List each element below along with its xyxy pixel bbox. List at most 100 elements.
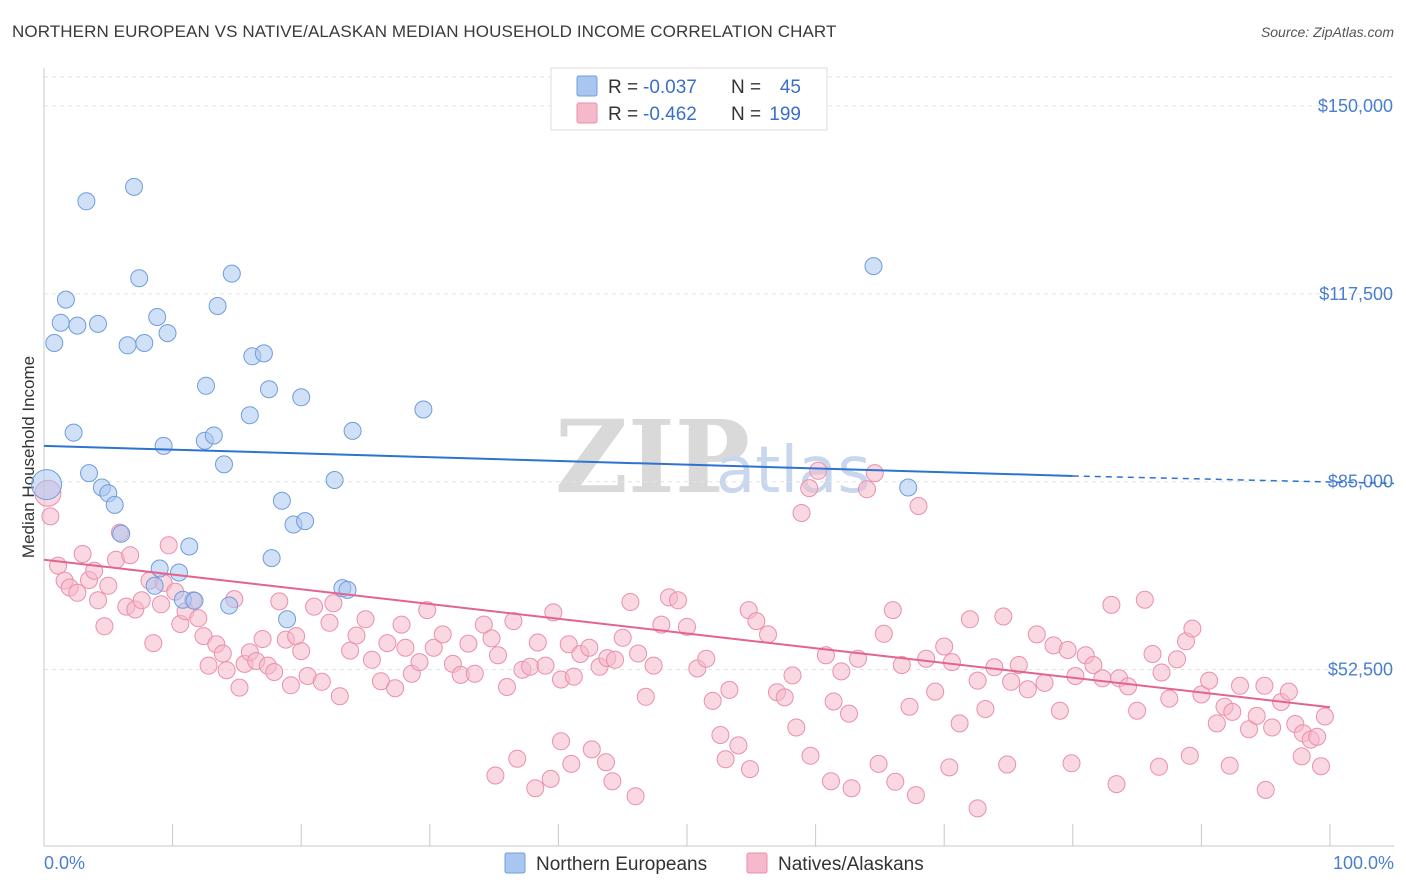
natives-alaskans-point-56 (371, 672, 390, 691)
natives-alaskans-point-149 (1128, 701, 1147, 720)
natives-alaskans-point-130 (968, 671, 987, 690)
northern-europeans-point-4 (64, 423, 83, 442)
natives-alaskans-point-148 (1119, 677, 1138, 696)
natives-alaskans-point-43 (281, 676, 300, 695)
natives-alaskans-point-60 (396, 638, 415, 657)
natives-alaskans-point-90 (629, 644, 648, 663)
legend-n-value-1: 45 (780, 77, 801, 98)
northern-europeans-point-15 (130, 269, 149, 288)
natives-alaskans-point-20 (152, 595, 170, 614)
northern-europeans-point-38 (272, 491, 291, 510)
legend-r-label-2: R = (608, 104, 638, 125)
legend-n-label-2: N = (731, 104, 761, 125)
natives-alaskans-point-161 (1223, 702, 1242, 721)
natives-alaskans-point-47 (305, 597, 324, 616)
natives-alaskans-point-93 (652, 615, 671, 634)
natives-alaskans-point-49 (320, 613, 339, 632)
northern-europeans-point-17 (145, 576, 164, 595)
northern-europeans-point-12 (112, 524, 131, 543)
natives-alaskans-point-131 (976, 700, 995, 718)
natives-alaskans-point-38 (253, 630, 272, 648)
natives-alaskans-point-40 (265, 663, 284, 681)
natives-alaskans-point-181 (886, 772, 905, 791)
natives-alaskans-point-87 (606, 650, 624, 669)
natives-alaskans-point-76 (521, 657, 540, 676)
natives-alaskans-point-162 (1231, 676, 1249, 695)
natives-alaskans-point-34 (230, 678, 249, 697)
natives-alaskans-point-22 (159, 536, 178, 555)
trend-line-northern-europeans (43, 444, 1073, 477)
natives-alaskans-point-27 (189, 609, 208, 628)
natives-alaskans-point-128 (950, 714, 969, 733)
northern-europeans-point-8 (89, 314, 107, 333)
natives-alaskans-point-117 (858, 480, 876, 499)
northern-europeans-point-1 (45, 334, 64, 352)
natives-alaskans-points (34, 461, 1334, 818)
natives-alaskans-point-105 (759, 625, 777, 644)
natives-alaskans-point-29 (199, 656, 218, 675)
natives-alaskans-point-187 (1107, 775, 1126, 794)
natives-alaskans-point-107 (775, 688, 794, 707)
natives-alaskans-point-100 (711, 726, 730, 744)
natives-alaskans-point-168 (1279, 682, 1298, 701)
y-tick-label-0: $52,500 (1328, 660, 1393, 680)
y-tick-label-2: $117,500 (1319, 284, 1393, 304)
natives-alaskans-point-178 (822, 772, 840, 791)
natives-alaskans-point-96 (678, 617, 696, 636)
natives-alaskans-point-70 (474, 615, 493, 634)
natives-alaskans-point-32 (217, 661, 236, 680)
natives-alaskans-point-159 (1207, 714, 1226, 733)
natives-alaskans-point-113 (824, 692, 843, 711)
natives-alaskans-point-64 (424, 638, 443, 657)
natives-alaskans-point-195 (626, 787, 645, 806)
northern-europeans-point-3 (56, 290, 75, 309)
natives-alaskans-point-163 (1240, 720, 1258, 739)
natives-alaskans-point-201 (508, 749, 527, 768)
natives-alaskans-point-182 (906, 786, 925, 805)
natives-alaskans-point-104 (747, 612, 766, 631)
natives-alaskans-point-54 (356, 610, 375, 629)
natives-alaskans-point-41 (270, 592, 289, 611)
natives-alaskans-point-157 (1192, 685, 1211, 704)
series-legend-label-natives-alaskans: Natives/Alaskans (778, 854, 924, 875)
legend-n-label-1: N = (731, 77, 761, 98)
natives-alaskans-point-126 (935, 637, 954, 656)
natives-alaskans-point-11 (99, 576, 118, 595)
natives-alaskans-point-188 (1150, 757, 1168, 776)
natives-alaskans-point-123 (909, 497, 928, 515)
natives-alaskans-point-172 (1308, 727, 1327, 746)
northern-europeans-point-6 (77, 192, 96, 211)
natives-alaskans-point-190 (1220, 756, 1239, 775)
natives-alaskans-point-112 (816, 646, 835, 665)
natives-alaskans-point-176 (787, 718, 806, 737)
legend-r-label-1: R = (608, 77, 638, 98)
y-tick-label-1: $85,000 (1328, 472, 1393, 492)
natives-alaskans-point-175 (741, 760, 759, 779)
natives-alaskans-point-198 (526, 779, 545, 798)
natives-alaskans-point-197 (486, 766, 505, 785)
natives-alaskans-point-9 (89, 591, 107, 610)
series-legend-swatch-natives-alaskans (746, 852, 768, 874)
natives-alaskans-point-5 (68, 583, 87, 602)
natives-alaskans-point-99 (703, 691, 722, 710)
natives-alaskans-point-203 (541, 769, 560, 788)
natives-alaskans-point-164 (1247, 706, 1266, 725)
natives-alaskans-point-101 (720, 680, 739, 699)
natives-alaskans-point-146 (1102, 595, 1121, 614)
natives-alaskans-point-110 (800, 479, 819, 498)
natives-alaskans-point-140 (1050, 701, 1069, 720)
chart-source: Source: ZipAtlas.com (1260, 24, 1394, 40)
x-axis-ticks (172, 824, 1331, 846)
natives-alaskans-point-145 (1093, 669, 1112, 688)
series-legend: Northern Europeans Natives/Alaskans (504, 852, 924, 875)
natives-alaskans-point-120 (883, 601, 902, 620)
northern-europeans-point-22 (170, 563, 188, 582)
natives-alaskans-point-151 (1143, 645, 1162, 663)
natives-alaskans-point-156 (1183, 619, 1202, 638)
natives-alaskans-point-51 (330, 687, 349, 706)
natives-alaskans-point-63 (418, 601, 437, 620)
natives-alaskans-point-58 (386, 679, 405, 698)
northern-europeans-point-35 (254, 344, 273, 363)
gridlines (44, 76, 1394, 671)
natives-alaskans-point-200 (552, 732, 570, 751)
